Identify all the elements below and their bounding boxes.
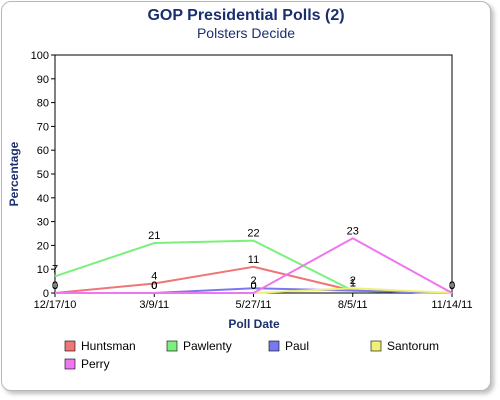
data-label: 0	[250, 280, 256, 292]
data-label: 0	[151, 280, 157, 292]
legend-label-santorum: Santorum	[387, 339, 439, 353]
x-axis-title: Poll Date	[228, 317, 280, 331]
y-tick-label: 20	[37, 240, 49, 252]
y-tick-label: 70	[37, 121, 49, 133]
data-label: 0	[52, 280, 58, 292]
legend: Huntsman Pawlenty Paul Santorum Perry	[64, 339, 439, 371]
data-label: 2	[350, 275, 356, 287]
chart-title: GOP Presidential Polls (2)	[147, 7, 344, 24]
legend-label-pawlenty: Pawlenty	[183, 339, 232, 353]
y-tick-label: 30	[37, 217, 49, 229]
data-label: 1	[350, 278, 356, 290]
data-label: 0	[52, 280, 58, 292]
y-tick-label: 0	[43, 288, 49, 300]
y-axis-title: Percentage	[7, 141, 21, 206]
data-label: 11	[248, 254, 259, 266]
legend-swatch-perry	[64, 358, 76, 370]
y-tick-label: 100	[31, 50, 49, 62]
chart-frame	[1, 1, 491, 391]
data-label: 0	[52, 280, 58, 292]
data-label: 0	[250, 280, 256, 292]
legend-swatch-pawlenty	[166, 340, 178, 352]
data-label: 21	[148, 230, 160, 242]
chart-subtitle: Polsters Decide	[197, 25, 295, 41]
y-tick-label: 10	[37, 264, 49, 276]
data-label: 0	[52, 280, 58, 292]
y-tick-label: 40	[37, 193, 49, 205]
legend-swatch-huntsman	[64, 340, 76, 352]
x-tick-label: 8/5/11	[338, 299, 368, 311]
y-tick-label: 60	[37, 145, 49, 157]
series-line-perry	[55, 237, 453, 294]
y-tick-label: 50	[37, 169, 49, 181]
data-label: 0	[151, 280, 157, 292]
data-label: 0	[449, 280, 455, 292]
data-label: 1	[350, 278, 356, 290]
data-label: 0	[449, 280, 455, 292]
data-label: 2	[250, 275, 256, 287]
x-tick-label: 12/17/10	[34, 299, 77, 311]
x-tick-label: 5/27/11	[236, 299, 272, 311]
y-tick-label: 90	[37, 74, 49, 86]
x-tick-label: 11/14/11	[431, 299, 472, 311]
legend-label-huntsman: Huntsman	[81, 339, 136, 353]
legend-swatch-santorum	[370, 340, 382, 352]
data-label: 23	[347, 225, 359, 237]
data-label: 4	[151, 270, 157, 282]
data-label: 0	[151, 280, 157, 292]
data-label: 0	[449, 280, 455, 292]
x-tick-label: 3/9/11	[139, 299, 169, 311]
y-tick-label: 80	[37, 98, 49, 110]
legend-swatch-paul	[268, 340, 280, 352]
data-label: 0	[449, 280, 455, 292]
data-label: 0	[449, 280, 455, 292]
data-label: 22	[247, 228, 259, 240]
legend-label-perry: Perry	[81, 357, 110, 371]
legend-label-paul: Paul	[285, 339, 309, 353]
data-label: 7	[52, 263, 58, 275]
data-label: 1	[350, 278, 356, 290]
